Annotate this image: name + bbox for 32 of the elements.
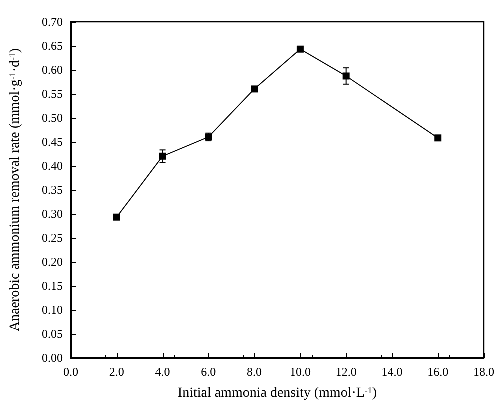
- y-tick-label: 0.20: [42, 255, 63, 269]
- y-tick-label: 0.05: [42, 327, 63, 341]
- y-tick-label: 0.30: [42, 207, 63, 221]
- y-tick-label: 0.25: [42, 231, 63, 245]
- x-tick-label: 14.0: [382, 365, 403, 379]
- x-tick-label: 8.0: [247, 365, 262, 379]
- x-tick-label: 18.0: [474, 365, 494, 379]
- y-axis-title: Anaerobic ammonium removal rate (mmol·g-1·d-1): [8, 48, 23, 332]
- y-tick-label: 0.10: [42, 303, 63, 317]
- y-tick-label: 0.60: [42, 63, 63, 77]
- point: [159, 152, 166, 160]
- x-tick-label: 16.0: [428, 365, 449, 379]
- point: [296, 46, 304, 53]
- point: [434, 134, 442, 142]
- y-tick-label: 0.55: [42, 87, 63, 101]
- y-tick-label: 0.45: [42, 135, 63, 149]
- point: [251, 86, 258, 93]
- y-tick-label: 0.40: [42, 159, 63, 173]
- point: [113, 214, 120, 221]
- y-tick-label: 0.50: [42, 111, 63, 125]
- y-tick-label: 0.65: [42, 39, 63, 53]
- x-tick-label: 4.0: [155, 365, 170, 379]
- x-tick-label: 6.0: [201, 365, 216, 379]
- x-tick-label: 12.0: [336, 365, 357, 379]
- point: [342, 72, 350, 80]
- x-tick-label: 0.0: [64, 365, 78, 379]
- y-tick-label: 0.00: [42, 351, 63, 365]
- y-tick-label: 0.70: [42, 15, 63, 29]
- x-tick-label: 10.0: [290, 365, 311, 379]
- y-tick-label: 0.35: [42, 183, 63, 197]
- y-tick-label: 0.15: [42, 279, 63, 293]
- x-tick-label: 2.0: [109, 365, 124, 379]
